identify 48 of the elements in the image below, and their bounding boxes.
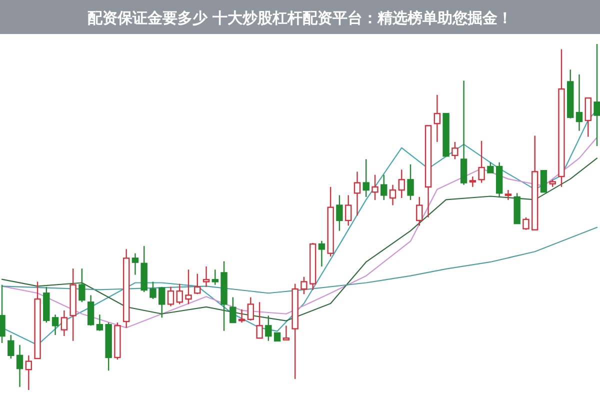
- candlestick: [96, 314, 104, 332]
- candlestick: [256, 302, 263, 339]
- candlestick: [78, 268, 86, 303]
- candlestick: [460, 80, 468, 186]
- candlestick: [372, 174, 378, 201]
- candlestick: [416, 196, 423, 226]
- candlestick: [150, 281, 156, 300]
- candlestick: [8, 334, 14, 360]
- candlestick: [16, 344, 24, 388]
- candlestick: [0, 284, 6, 344]
- candlestick: [522, 216, 530, 230]
- candlestick: [540, 170, 548, 193]
- candlestick: [25, 354, 32, 391]
- candlestick: [576, 74, 583, 132]
- candlestick: [247, 296, 254, 322]
- candlestick: [132, 252, 139, 276]
- candlestick: [318, 240, 326, 268]
- candlestick: [594, 43, 600, 147]
- candlestick: [504, 189, 512, 201]
- candlestick: [487, 162, 494, 174]
- candlestick: [176, 283, 183, 305]
- candlestick: [380, 174, 388, 201]
- candlestick: [362, 158, 370, 198]
- candlestick: [344, 194, 352, 226]
- candlestick: [60, 310, 68, 337]
- candlestick: [469, 176, 476, 188]
- candlestick: [434, 94, 440, 143]
- candlestick: [389, 184, 396, 206]
- candlestick: [185, 268, 192, 305]
- candlestick: [584, 97, 592, 138]
- candlestick: [52, 314, 59, 336]
- candlestick: [282, 325, 290, 340]
- candlestick: [158, 286, 166, 318]
- candlestick: [194, 273, 201, 295]
- candlestick: [300, 276, 308, 295]
- candlestick: [354, 171, 361, 216]
- candlestick: [167, 286, 174, 307]
- candlestick: [407, 164, 414, 201]
- chart-title: 配资保证金要多少 十大炒股杠杆配资平台：精选榜单助您掘金！: [87, 9, 513, 27]
- candlestick: [478, 140, 485, 184]
- candlestick: [452, 141, 458, 160]
- candlestick: [398, 169, 405, 199]
- candlestick: [202, 266, 210, 288]
- candlestick: [87, 294, 94, 326]
- candlestick: [230, 296, 236, 324]
- candlestick: [336, 194, 343, 232]
- candlestick: [265, 315, 272, 342]
- candlestick: [212, 268, 218, 286]
